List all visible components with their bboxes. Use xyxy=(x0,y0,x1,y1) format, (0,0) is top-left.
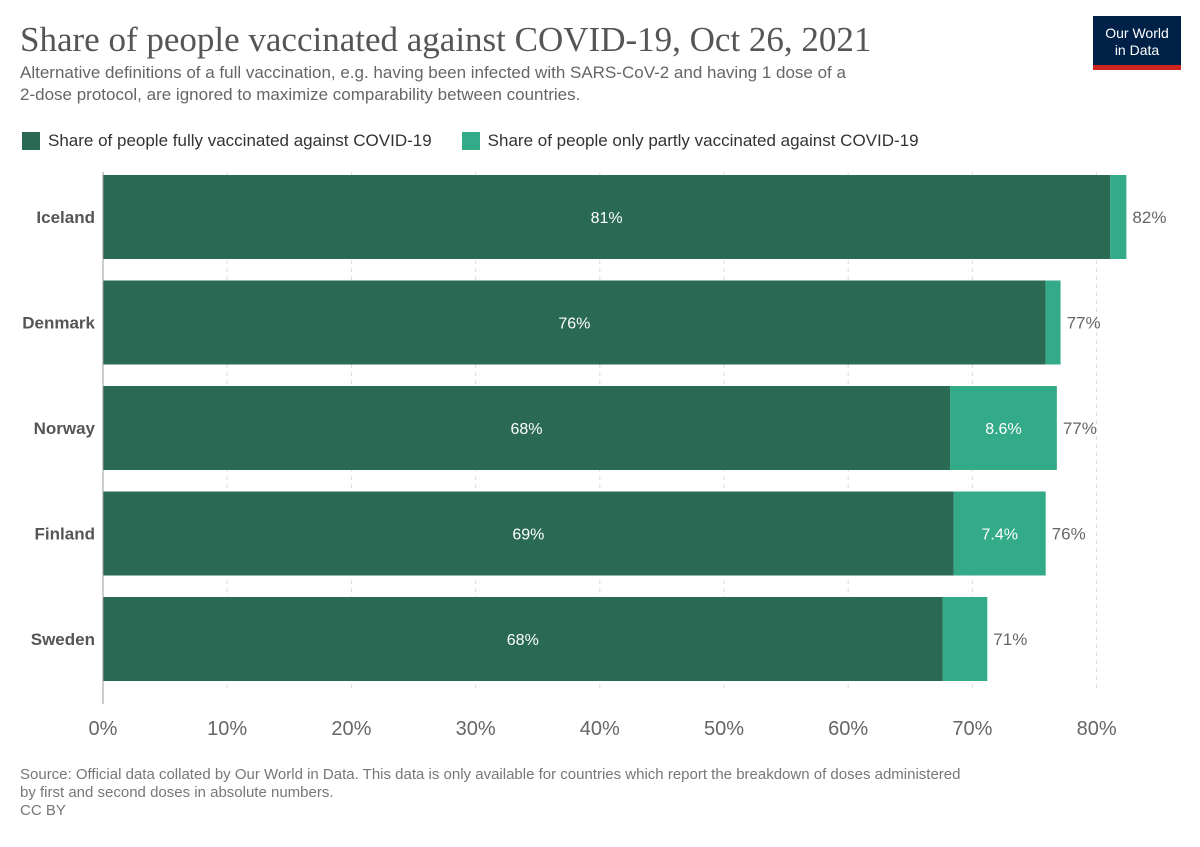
source-line-2: by first and second doses in absolute nu… xyxy=(20,784,334,801)
legend-label-partly-vaccinated: Share of people only partly vaccinated a… xyxy=(487,131,919,150)
logo-line-2: in Data xyxy=(1114,42,1160,58)
category-label-iceland: Iceland xyxy=(36,208,95,227)
bar-partly-finland xyxy=(953,491,1046,576)
bar-fully-norway xyxy=(103,386,951,470)
subtitle-line-1: Alternative definitions of a full vaccin… xyxy=(20,63,846,82)
x-tick-label-30: 30% xyxy=(456,718,496,740)
bar-partly-denmark xyxy=(1045,280,1061,365)
bar-chart: Iceland 81% 82% Denmark 76% 77% Norway 68% 8.6% 7… xyxy=(22,172,1166,740)
legend-item-fully-vaccinated[interactable]: Share of people fully vaccinated against… xyxy=(22,131,432,151)
license-note[interactable]: CC BY xyxy=(20,802,66,819)
total-label-norway: 77% xyxy=(1063,419,1097,438)
x-tick-label-80: 80% xyxy=(1077,718,1117,740)
bar-fully-sweden xyxy=(103,597,943,681)
data-label-fully-sweden: 68% xyxy=(507,632,539,649)
bar-fully-denmark xyxy=(103,280,1046,365)
data-label-partly-norway: 8.6% xyxy=(985,421,1021,438)
logo-stripe xyxy=(1093,65,1181,70)
category-label-finland: Finland xyxy=(35,525,95,544)
legend-swatch-partly-vaccinated xyxy=(461,132,480,150)
x-tick-label-0: 0% xyxy=(89,718,118,740)
total-label-sweden: 71% xyxy=(993,630,1027,649)
data-label-fully-norway: 68% xyxy=(511,421,543,438)
subtitle-line-2: 2-dose protocol, are ignored to maximize… xyxy=(20,85,581,104)
x-tick-label-10: 10% xyxy=(207,718,247,740)
chart-legend: Share of people fully vaccinated against… xyxy=(22,128,949,154)
total-label-finland: 76% xyxy=(1052,525,1086,544)
category-label-denmark: Denmark xyxy=(22,314,95,333)
total-label-iceland: 82% xyxy=(1132,208,1166,227)
total-label-denmark: 77% xyxy=(1067,314,1101,333)
legend-item-partly-vaccinated[interactable]: Share of people only partly vaccinated a… xyxy=(461,131,919,151)
data-label-fully-iceland: 81% xyxy=(591,210,623,227)
chart-title: Share of people vaccinated against COVID… xyxy=(20,20,872,59)
category-label-norway: Norway xyxy=(34,419,96,438)
bar-partly-iceland xyxy=(1110,175,1127,259)
legend-label-fully-vaccinated: Share of people fully vaccinated against… xyxy=(48,131,432,150)
bar-partly-norway xyxy=(950,386,1057,470)
x-tick-label-20: 20% xyxy=(331,718,371,740)
bar-partly-sweden xyxy=(942,597,988,681)
bar-fully-iceland xyxy=(103,175,1111,259)
x-tick-label-60: 60% xyxy=(828,718,868,740)
data-label-partly-finland: 7.4% xyxy=(981,527,1017,544)
x-tick-label-70: 70% xyxy=(952,718,992,740)
bar-fully-finland xyxy=(103,491,954,576)
owid-logo[interactable]: Our World in Data xyxy=(1093,16,1181,70)
legend-swatch-fully-vaccinated xyxy=(22,132,40,150)
logo-line-1: Our World xyxy=(1105,25,1169,41)
data-label-fully-denmark: 76% xyxy=(558,316,590,333)
chart-footer: Source: Official data collated by Our Wo… xyxy=(20,766,1190,820)
data-label-fully-finland: 69% xyxy=(512,527,544,544)
x-tick-label-50: 50% xyxy=(704,718,744,740)
chart-subtitle: Alternative definitions of a full vaccin… xyxy=(20,62,1020,106)
category-label-sweden: Sweden xyxy=(31,630,95,649)
x-tick-label-40: 40% xyxy=(580,718,620,740)
source-line-1[interactable]: Source: Official data collated by Our Wo… xyxy=(20,766,961,783)
